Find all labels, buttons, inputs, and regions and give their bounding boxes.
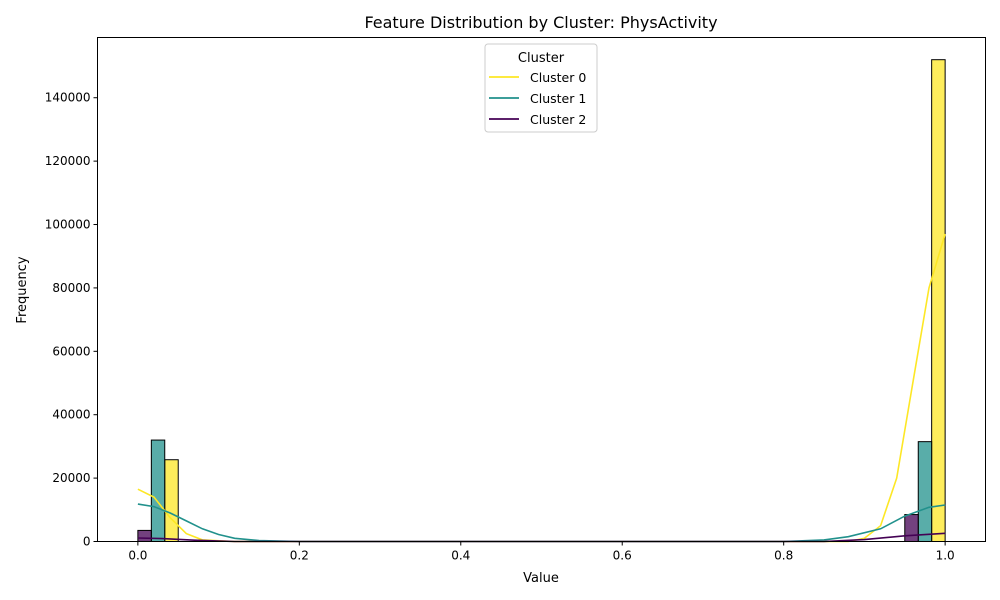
y-axis-label: Frequency <box>15 256 30 323</box>
x-axis: 0.0 0.2 0.4 0.6 0.8 1.0 <box>128 541 955 563</box>
x-tick-label: 0.2 <box>290 549 309 563</box>
kde-layer <box>137 233 946 543</box>
x-axis-label: Value <box>523 571 559 586</box>
bar-cluster-2-1 <box>904 514 919 542</box>
legend-label-cluster-0: Cluster 0 <box>530 70 586 85</box>
y-tick-label: 0 <box>83 535 91 549</box>
bar-cluster-1-1 <box>917 441 933 542</box>
plot-frame <box>97 37 986 542</box>
x-tick-label: 1.0 <box>936 549 955 563</box>
kde-line-cluster-1 <box>137 503 946 543</box>
bar-cluster-2-0 <box>137 529 152 542</box>
y-tick-label: 100000 <box>45 218 91 232</box>
legend-box <box>484 43 598 133</box>
legend-label-cluster-2: Cluster 2 <box>530 112 586 127</box>
x-tick-label: 0.6 <box>613 549 632 563</box>
y-axis: 0 20000 40000 60000 80000 100000 120000 140000 <box>45 91 98 549</box>
legend-title: Cluster <box>518 51 565 66</box>
legend: Cluster Cluster 0 Cluster 1 Cluster 2 <box>484 43 598 133</box>
x-tick-label: 0.0 <box>128 549 147 563</box>
y-tick-label: 80000 <box>52 281 90 295</box>
x-tick-label: 0.8 <box>774 549 793 563</box>
chart-title: Feature Distribution by Cluster: PhysAct… <box>364 13 717 32</box>
bar-cluster-0-0 <box>164 459 179 543</box>
legend-label-cluster-1: Cluster 1 <box>530 91 586 106</box>
bar-cluster-1-0 <box>150 439 166 542</box>
x-tick-label: 0.4 <box>451 549 470 563</box>
bar-cluster-0-1 <box>931 59 946 542</box>
y-tick-label: 40000 <box>52 408 90 422</box>
y-tick-label: 60000 <box>52 344 90 358</box>
y-tick-label: 140000 <box>45 91 91 105</box>
y-tick-label: 20000 <box>52 471 90 485</box>
bars-layer <box>137 59 946 543</box>
kde-line-cluster-0 <box>137 233 946 543</box>
y-tick-label: 120000 <box>45 154 91 168</box>
